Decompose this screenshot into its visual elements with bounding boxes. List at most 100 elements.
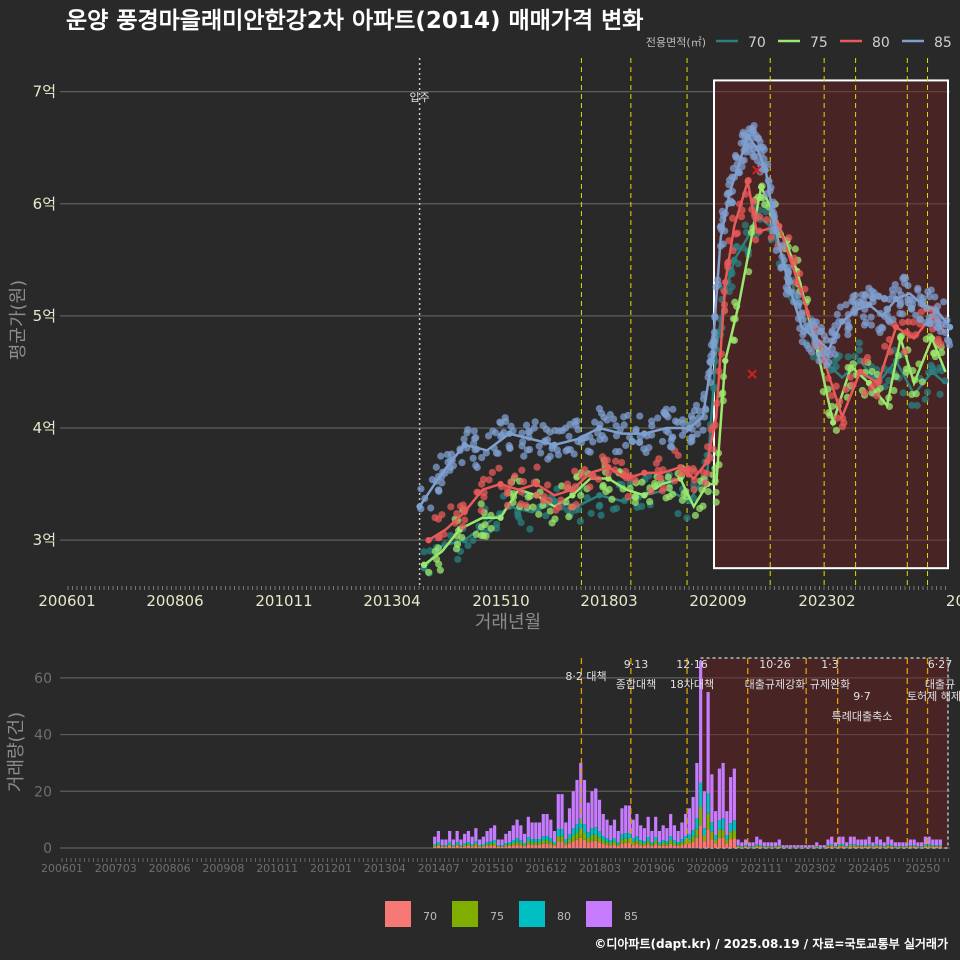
scatter-point <box>819 347 827 355</box>
scatter-point <box>507 478 515 486</box>
scatter-point <box>492 524 501 532</box>
bar-x-tick-label: 201510 <box>471 862 513 875</box>
bar-segment <box>684 843 688 848</box>
line-point <box>744 133 751 140</box>
bar-segment <box>627 842 632 848</box>
bar-segment <box>669 813 673 837</box>
bar-segment <box>507 845 512 848</box>
bar-segment <box>710 774 714 823</box>
scatter-point <box>638 478 646 486</box>
scatter-point <box>855 339 863 347</box>
bar-segment <box>927 846 931 848</box>
bar-segment <box>743 846 748 847</box>
bar-x-tick-label: 201011 <box>256 862 298 875</box>
scatter-point <box>597 409 606 417</box>
scatter-point <box>589 472 597 480</box>
scatter-point <box>576 517 584 525</box>
bar-segment <box>534 844 538 848</box>
scatter-point <box>873 392 881 400</box>
bar-segment <box>594 788 598 828</box>
bar-segment <box>504 846 508 848</box>
bar-segment <box>597 842 602 848</box>
scatter-point <box>904 282 912 290</box>
bar-segment <box>837 836 841 845</box>
bar-segment <box>721 762 725 819</box>
bar-segment <box>773 842 778 847</box>
scatter-point <box>840 419 848 427</box>
bar-segment <box>642 843 647 846</box>
scatter-point <box>632 493 640 501</box>
bar-segment <box>706 692 710 794</box>
bar-segment <box>747 847 751 848</box>
scatter-point <box>477 500 485 508</box>
bar-segment <box>826 839 830 846</box>
bar-segment <box>541 840 545 844</box>
scatter-point <box>679 419 687 427</box>
scatter-point <box>533 463 541 471</box>
bar-segment <box>504 833 508 844</box>
bar-segment <box>852 846 856 848</box>
bar-segment <box>474 841 478 844</box>
bar-segment <box>500 845 504 847</box>
scatter-point <box>586 483 594 491</box>
bar-segment <box>616 842 620 845</box>
bar-segment <box>717 820 721 831</box>
bar-segment <box>848 846 853 848</box>
bar-segment <box>620 843 624 848</box>
bar-segment <box>455 844 459 846</box>
scatter-point <box>815 357 823 365</box>
scatter-point <box>501 414 509 422</box>
scatter-point <box>487 524 495 533</box>
line-point <box>892 295 900 303</box>
scatter-point <box>757 143 765 151</box>
bar-segment <box>856 839 860 846</box>
bar-segment <box>609 840 613 844</box>
bar-segment <box>534 839 538 843</box>
bar-segment <box>564 822 568 840</box>
scatter-point <box>836 303 845 311</box>
bar-x-tick-label: 202009 <box>687 862 729 875</box>
scatter-point <box>460 435 468 443</box>
bar-segment <box>537 842 542 845</box>
bar-segment <box>732 820 736 831</box>
bar-x-tick-label: 201803 <box>579 862 621 875</box>
bar-segment <box>871 846 875 847</box>
bar-segment <box>717 838 721 848</box>
bar-segment <box>732 768 736 821</box>
line-point <box>928 368 936 376</box>
scatter-point <box>522 501 530 509</box>
series-line-80 <box>427 180 947 542</box>
bar-segment <box>567 839 572 844</box>
bar-segment <box>560 836 564 842</box>
scatter-point <box>704 488 712 496</box>
bar-segment <box>762 842 766 847</box>
bar-segment <box>511 840 515 844</box>
bar-segment <box>481 845 485 847</box>
bar-segment <box>436 844 441 846</box>
bar-segment <box>935 846 939 848</box>
bar-segment <box>631 838 635 842</box>
bar-segment <box>755 845 759 847</box>
scatter-point <box>557 496 565 504</box>
bar-segment <box>878 839 883 846</box>
bar-segment <box>624 838 628 843</box>
line-point <box>726 189 733 196</box>
bar-segment <box>489 841 493 844</box>
bar-segment <box>631 844 635 848</box>
bar-segment <box>601 840 605 844</box>
bar-segment <box>672 845 677 848</box>
bar-segment <box>470 836 474 845</box>
scatter-point <box>539 496 548 505</box>
scatter-point <box>915 315 924 323</box>
scatter-point <box>555 503 563 511</box>
bar-segment <box>530 839 534 843</box>
bar-segment <box>923 845 927 847</box>
scatter-point <box>912 390 920 398</box>
bar-segment <box>444 845 448 847</box>
bar-segment <box>912 839 916 846</box>
bar-segment <box>867 846 871 848</box>
line-point <box>897 335 904 342</box>
scatter-point <box>620 421 628 429</box>
scatter-point <box>879 324 887 332</box>
bar-segment <box>444 839 448 846</box>
